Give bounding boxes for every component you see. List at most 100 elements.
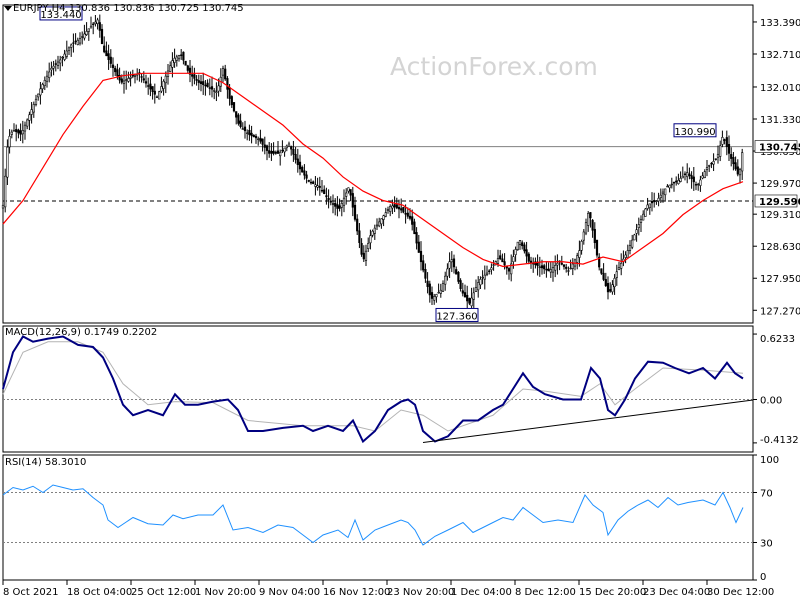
candle-body xyxy=(439,289,442,294)
candle-body xyxy=(78,38,82,44)
candle-body xyxy=(186,65,189,71)
candle-body xyxy=(569,267,572,270)
candle-body xyxy=(472,292,475,300)
candle-body xyxy=(386,209,390,211)
candle-body xyxy=(369,235,372,244)
candle-body xyxy=(87,28,90,32)
candle-body xyxy=(697,183,700,186)
candle-body xyxy=(417,241,420,253)
candle-body xyxy=(364,250,368,261)
candle-body xyxy=(50,67,53,71)
price-y-tick-label: 133.390 xyxy=(760,18,800,29)
candle-body xyxy=(474,287,478,292)
price-panel-frame xyxy=(2,4,754,324)
candle-body xyxy=(591,219,594,231)
candle-body xyxy=(160,86,163,92)
candle-body xyxy=(648,203,651,209)
candle-body xyxy=(151,86,154,92)
candle-body xyxy=(246,132,249,134)
candle-body xyxy=(230,96,233,106)
candle-body xyxy=(595,239,599,256)
candle-body xyxy=(710,163,713,165)
candle-body xyxy=(725,137,728,147)
candle-body xyxy=(283,147,286,153)
candle-body xyxy=(287,143,291,147)
candle-body xyxy=(402,207,405,213)
candle-body xyxy=(565,266,568,269)
candle-body xyxy=(59,59,62,64)
candle-body xyxy=(195,78,198,81)
candle-body xyxy=(734,162,737,170)
candle-body xyxy=(263,144,266,148)
candle-body xyxy=(268,150,271,154)
candle-body xyxy=(639,219,643,223)
candle-body xyxy=(1,204,5,209)
candle-body xyxy=(677,180,680,185)
candle-body xyxy=(690,175,693,180)
candle-body xyxy=(270,151,273,154)
candle-body xyxy=(67,47,71,51)
candle-body xyxy=(353,204,357,220)
candle-body xyxy=(237,114,240,124)
candle-body xyxy=(338,205,341,209)
candle-body xyxy=(483,274,486,280)
candle-body xyxy=(419,250,423,263)
candle-body xyxy=(305,174,308,179)
candle-body xyxy=(642,213,645,221)
candle-body xyxy=(525,249,528,257)
candle-body xyxy=(681,175,684,179)
candle-body xyxy=(279,151,282,157)
candle-body xyxy=(644,208,647,217)
candle-body xyxy=(631,239,634,248)
candle-body xyxy=(604,279,607,286)
candle-body xyxy=(378,221,381,227)
candle-body xyxy=(503,261,506,266)
candle-body xyxy=(21,130,24,135)
candle-body xyxy=(613,277,616,288)
candle-body xyxy=(455,269,458,275)
chevron-down-icon[interactable] xyxy=(4,6,12,11)
candle-body xyxy=(413,221,416,235)
candle-body xyxy=(12,130,16,132)
candle-body xyxy=(457,271,460,282)
candle-body xyxy=(688,173,691,176)
candle-body xyxy=(345,192,348,197)
candle-body xyxy=(672,181,676,184)
candle-body xyxy=(23,124,27,132)
candle-body xyxy=(85,31,88,35)
candle-body xyxy=(171,60,174,68)
candle-body xyxy=(107,53,110,60)
candle-body xyxy=(422,260,425,271)
candle-body xyxy=(589,212,592,219)
candle-body xyxy=(76,39,79,45)
candle-body xyxy=(741,152,744,172)
candle-body xyxy=(560,262,563,265)
x-tick-label: 25 Oct 12:00 xyxy=(131,587,196,598)
candle-body xyxy=(492,264,495,266)
candle-body xyxy=(567,270,570,272)
candle-body xyxy=(496,258,500,264)
candle-body xyxy=(692,176,695,183)
candle-body xyxy=(250,132,253,137)
candle-body xyxy=(116,69,119,77)
candle-body xyxy=(384,212,387,217)
candle-body xyxy=(435,294,438,298)
candle-body xyxy=(19,130,22,135)
candle-body xyxy=(452,258,456,268)
candle-body xyxy=(459,280,462,290)
candle-body xyxy=(468,298,471,304)
candle-body xyxy=(683,173,687,175)
candle-body xyxy=(501,258,504,263)
candle-body xyxy=(301,166,304,173)
candle-body xyxy=(325,195,328,198)
candle-body xyxy=(129,76,132,79)
candle-body xyxy=(122,80,126,84)
candle-body xyxy=(653,200,656,203)
candle-body xyxy=(155,96,159,98)
candle-body xyxy=(373,227,376,234)
candle-body xyxy=(103,45,106,53)
candle-body xyxy=(463,292,467,298)
candle-body xyxy=(609,289,612,292)
macd-signal-line xyxy=(2,341,744,432)
candle-body xyxy=(424,269,427,279)
